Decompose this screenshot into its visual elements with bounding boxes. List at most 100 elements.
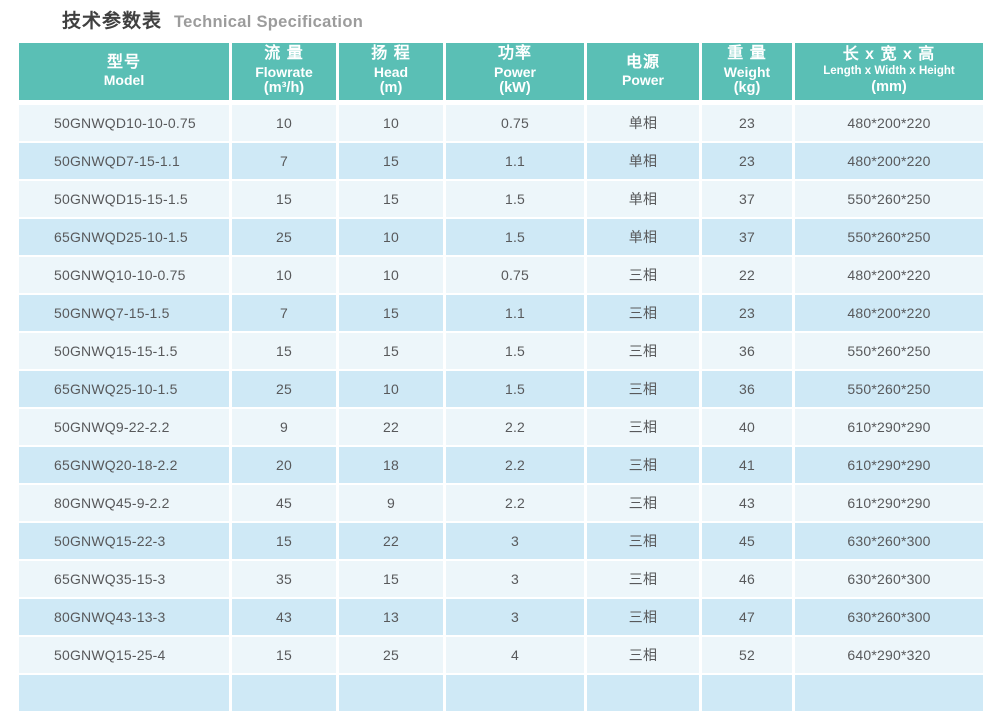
header-en: Weight (723, 63, 771, 80)
header-zh: 流 量 (264, 45, 304, 62)
dimensions-cell: 610*290*290 (795, 446, 983, 483)
header-unit: (mm) (871, 78, 907, 95)
table-row: 65GNWQD25-10-1.5 25 10 1.5 单相 37 550*260… (19, 218, 983, 255)
header-unit: (m³/h) (263, 80, 305, 97)
model-cell: 50GNWQD10-10-0.75 (19, 104, 229, 141)
weight-cell: 23 (702, 142, 792, 179)
power-supply-cell: 三相 (587, 332, 699, 369)
header-en: Power (493, 63, 536, 80)
spec-table: 型号 Model 流 量 Flowrate (m³/h) 扬 程 Head (m… (16, 41, 986, 713)
table-row: 80GNWQ43-13-3 43 13 3 三相 47 630*260*300 (19, 598, 983, 635)
flowrate-cell: 15 (232, 180, 336, 217)
model-cell: 65GNWQ35-15-3 (19, 560, 229, 597)
power-kw-cell: 1.5 (446, 218, 584, 255)
weight-cell: 36 (702, 332, 792, 369)
header-en: Head (373, 63, 409, 80)
model-cell: 65GNWQ20-18-2.2 (19, 446, 229, 483)
flowrate-cell: 15 (232, 636, 336, 673)
power-supply-cell: 三相 (587, 484, 699, 521)
header-zh: 长 x 宽 x 高 (842, 46, 936, 64)
weight-cell: 45 (702, 522, 792, 559)
weight-cell: 23 (702, 104, 792, 141)
model-cell: 80GNWQ43-13-3 (19, 598, 229, 635)
power-kw-cell: 0.75 (446, 104, 584, 141)
dimensions-cell: 480*200*220 (795, 256, 983, 293)
table-row: 50GNWQD10-10-0.75 10 10 0.75 单相 23 480*2… (19, 104, 983, 141)
model-cell: 80GNWQ45-9-2.2 (19, 484, 229, 521)
power-kw-cell: 1.5 (446, 370, 584, 407)
table-body: 50GNWQD10-10-0.75 10 10 0.75 单相 23 480*2… (19, 104, 983, 711)
power-supply-cell: 三相 (587, 598, 699, 635)
header-unit: (kg) (733, 80, 761, 97)
header-unit: (m) (379, 80, 403, 97)
dimensions-cell (795, 674, 983, 711)
header-cell-power-kw: 功率 Power (kW) (446, 43, 584, 103)
power-kw-cell: 3 (446, 560, 584, 597)
page-title: 技术参数表 Technical Specification (62, 6, 363, 33)
model-cell: 50GNWQ10-10-0.75 (19, 256, 229, 293)
power-kw-cell: 0.75 (446, 256, 584, 293)
weight-cell: 37 (702, 180, 792, 217)
weight-cell: 46 (702, 560, 792, 597)
weight-cell: 43 (702, 484, 792, 521)
flowrate-cell: 15 (232, 522, 336, 559)
power-supply-cell (587, 674, 699, 711)
table-header: 型号 Model 流 量 Flowrate (m³/h) 扬 程 Head (m… (19, 43, 983, 103)
weight-cell: 23 (702, 294, 792, 331)
model-cell: 50GNWQ7-15-1.5 (19, 294, 229, 331)
dimensions-cell: 630*260*300 (795, 560, 983, 597)
header-zh: 型号 (106, 53, 141, 71)
dimensions-cell: 550*260*250 (795, 332, 983, 369)
page-title-en: Technical Specification (174, 13, 364, 31)
dimensions-cell: 610*290*290 (795, 484, 983, 521)
flowrate-cell (232, 674, 336, 711)
dimensions-cell: 630*260*300 (795, 522, 983, 559)
weight-cell: 41 (702, 446, 792, 483)
dimensions-cell: 550*260*250 (795, 370, 983, 407)
header-zh: 电源 (625, 53, 660, 71)
flowrate-cell: 43 (232, 598, 336, 635)
model-cell: 50GNWQD15-15-1.5 (19, 180, 229, 217)
flowrate-cell: 20 (232, 446, 336, 483)
weight-cell: 22 (702, 256, 792, 293)
weight-cell: 47 (702, 598, 792, 635)
table-row: 50GNWQD7-15-1.1 7 15 1.1 单相 23 480*200*2… (19, 142, 983, 179)
head-cell: 10 (339, 218, 443, 255)
header-cell-head: 扬 程 Head (m) (339, 43, 443, 103)
head-cell: 10 (339, 370, 443, 407)
power-supply-cell: 三相 (587, 294, 699, 331)
table-row: 50GNWQ15-25-4 15 25 4 三相 52 640*290*320 (19, 636, 983, 673)
power-supply-cell: 三相 (587, 408, 699, 445)
head-cell: 13 (339, 598, 443, 635)
power-kw-cell: 3 (446, 522, 584, 559)
head-cell (339, 674, 443, 711)
table-row: 50GNWQ7-15-1.5 7 15 1.1 三相 23 480*200*22… (19, 294, 983, 331)
power-kw-cell: 2.2 (446, 446, 584, 483)
dimensions-cell: 550*260*250 (795, 180, 983, 217)
flowrate-cell: 25 (232, 218, 336, 255)
power-kw-cell: 2.2 (446, 408, 584, 445)
flowrate-cell: 9 (232, 408, 336, 445)
table-row-partial (19, 674, 983, 711)
header-zh: 扬 程 (371, 45, 411, 62)
power-kw-cell: 4 (446, 636, 584, 673)
power-kw-cell: 1.5 (446, 332, 584, 369)
flowrate-cell: 10 (232, 104, 336, 141)
page-title-zh: 技术参数表 (62, 11, 163, 32)
header-cell-model: 型号 Model (19, 43, 229, 103)
weight-cell: 36 (702, 370, 792, 407)
header-en: Flowrate (255, 63, 313, 80)
model-cell: 50GNWQD7-15-1.1 (19, 142, 229, 179)
model-cell: 50GNWQ15-15-1.5 (19, 332, 229, 369)
table-row: 80GNWQ45-9-2.2 45 9 2.2 三相 43 610*290*29… (19, 484, 983, 521)
table-row: 50GNWQD15-15-1.5 15 15 1.5 单相 37 550*260… (19, 180, 983, 217)
model-cell: 65GNWQD25-10-1.5 (19, 218, 229, 255)
dimensions-cell: 550*260*250 (795, 218, 983, 255)
dimensions-cell: 610*290*290 (795, 408, 983, 445)
power-supply-cell: 三相 (587, 522, 699, 559)
dimensions-cell: 480*200*220 (795, 104, 983, 141)
head-cell: 22 (339, 522, 443, 559)
power-kw-cell (446, 674, 584, 711)
power-kw-cell: 1.1 (446, 142, 584, 179)
flowrate-cell: 35 (232, 560, 336, 597)
